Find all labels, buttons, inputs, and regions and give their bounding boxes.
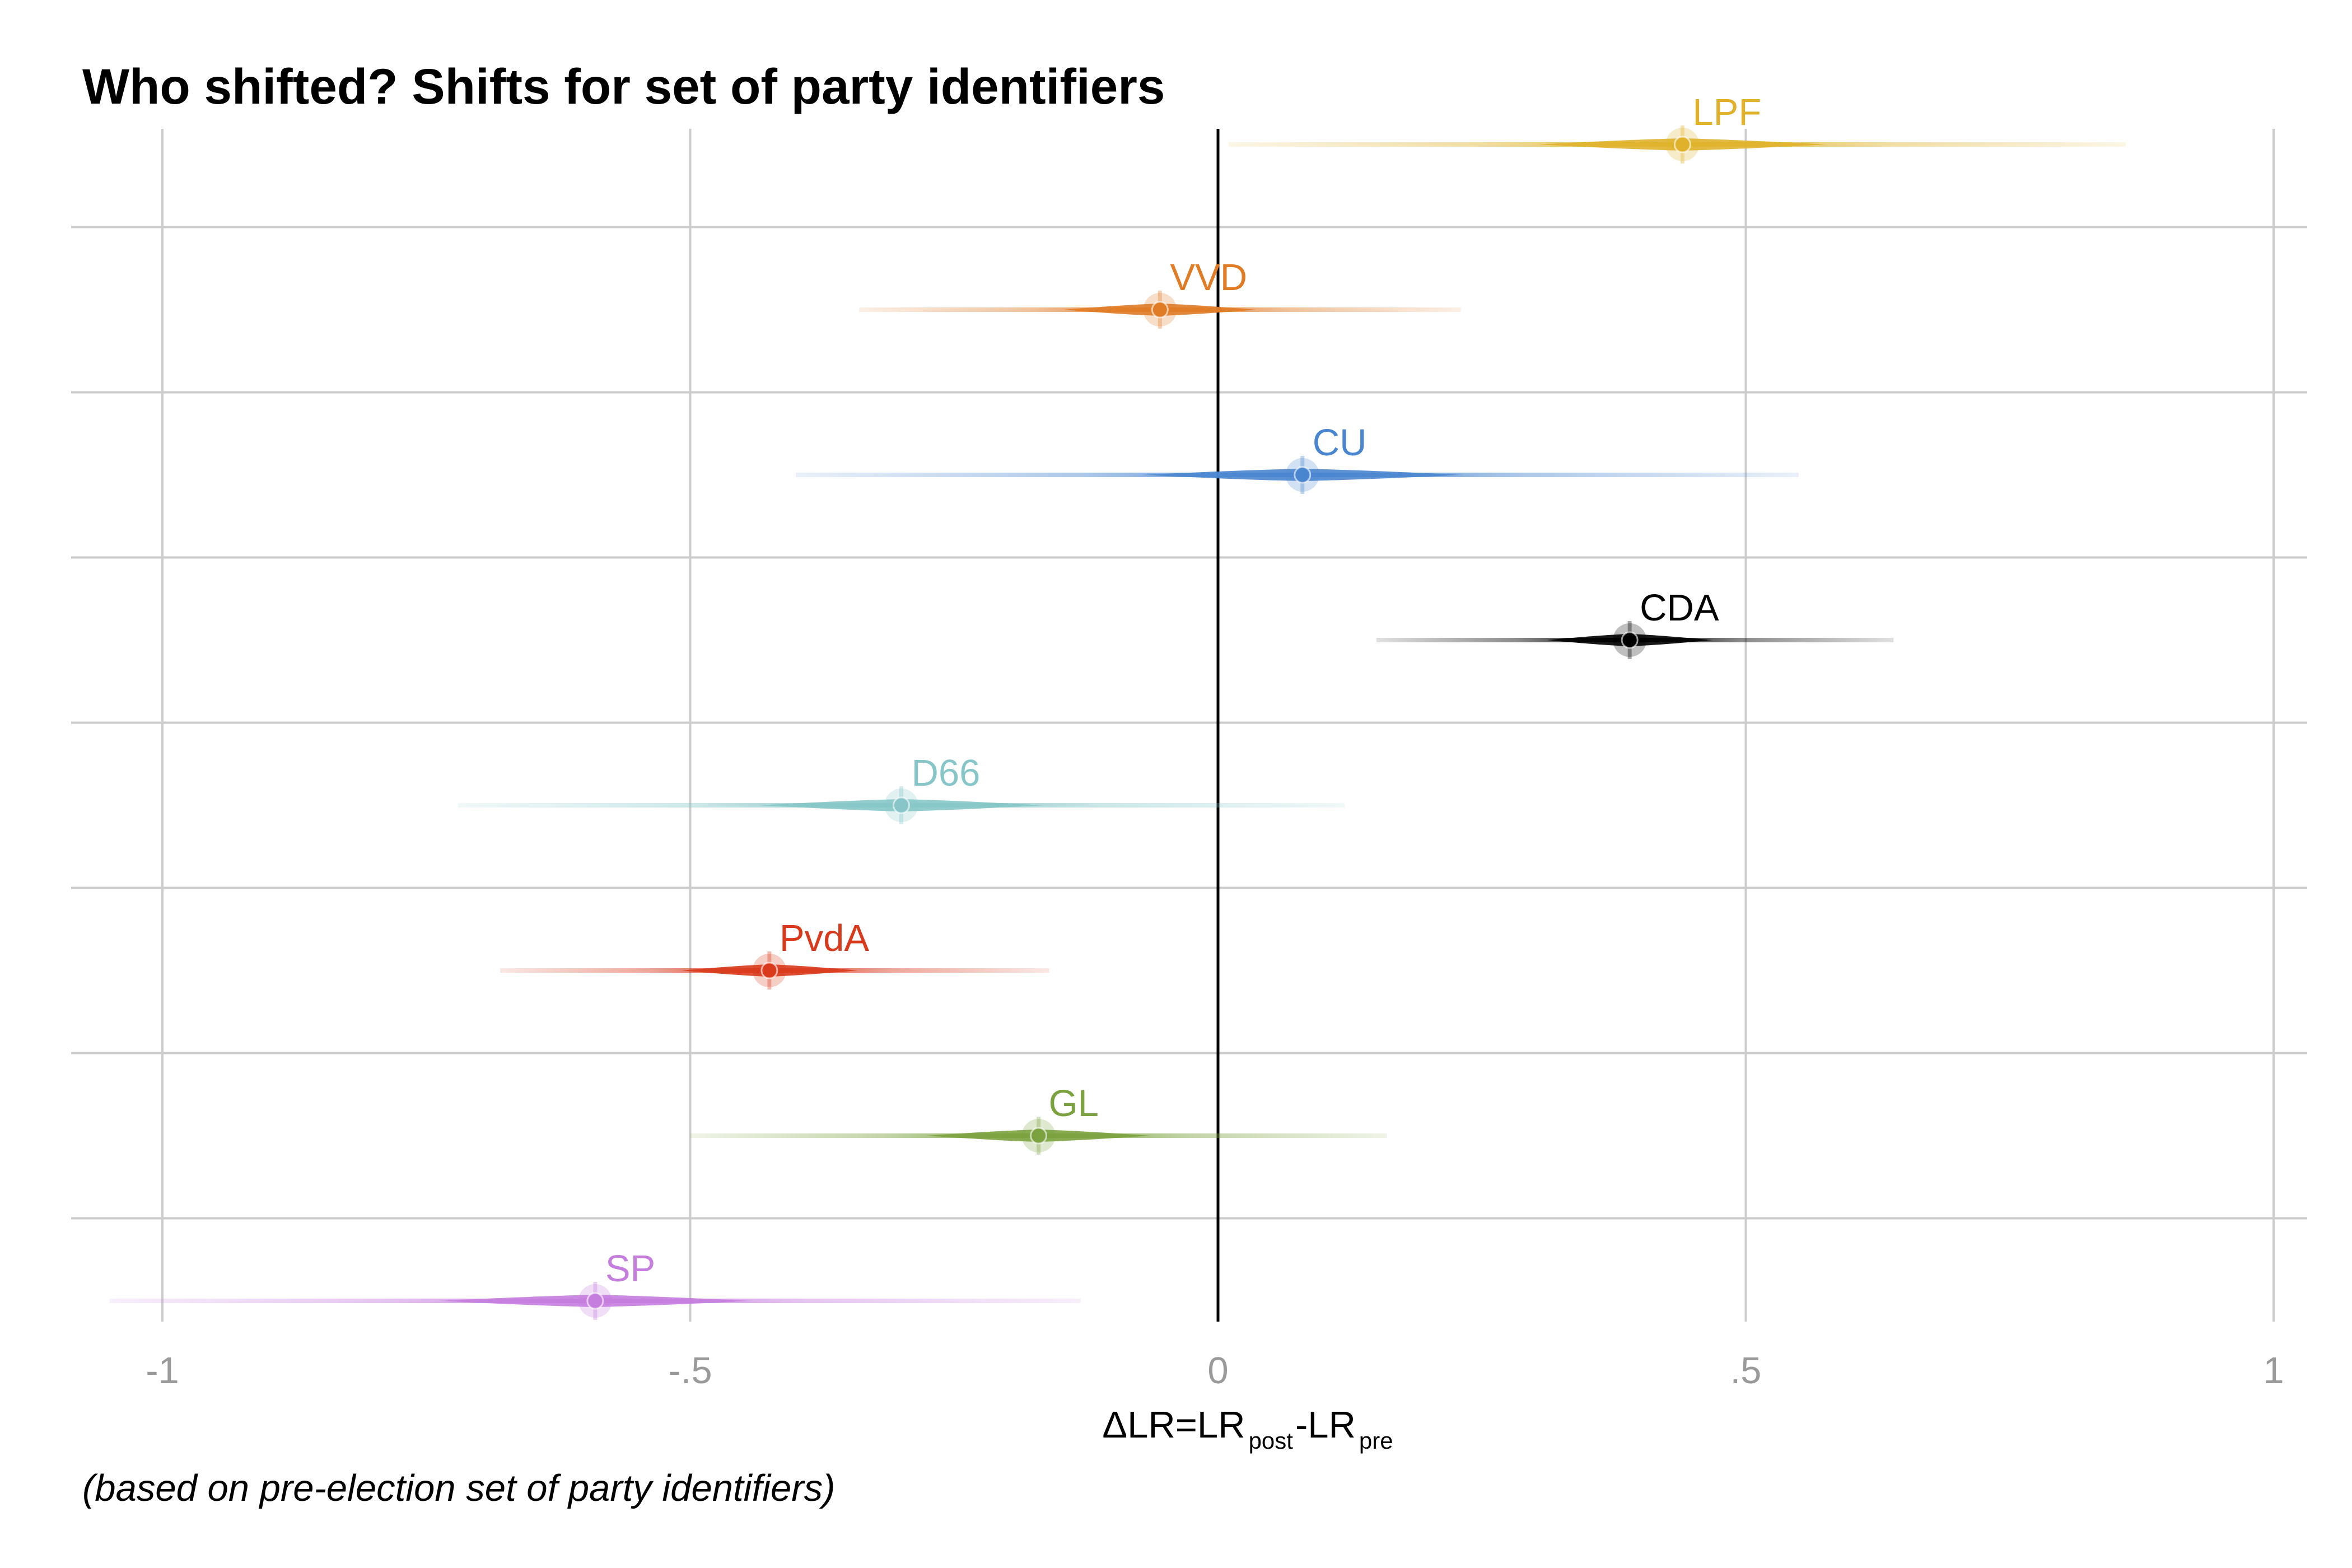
series-label: PvdA <box>780 917 869 959</box>
x-axis-label-main: ΔLR=LR <box>1102 1404 1245 1446</box>
x-axis-label: ΔLR=LR post-LR pre <box>1102 1404 1393 1454</box>
series-vvd: VVD <box>859 256 1461 329</box>
estimate-point <box>1673 136 1691 153</box>
chart-title: Who shifted? Shifts for set of party ide… <box>82 58 1165 114</box>
series-cda: CDA <box>1376 587 1894 659</box>
x-tick-label: -.5 <box>668 1350 712 1392</box>
estimate-point <box>893 796 910 814</box>
estimate-point <box>760 962 778 979</box>
series-label: CU <box>1313 422 1367 464</box>
x-axis-label-sub-pre: pre <box>1359 1427 1393 1454</box>
series-lpf: LPF <box>1228 91 2126 164</box>
caption: (based on pre-election set of party iden… <box>82 1467 835 1509</box>
series-label: D66 <box>912 752 981 794</box>
series-label: VVD <box>1170 256 1247 298</box>
x-tick-label: 0 <box>1207 1350 1228 1392</box>
series-sp: SP <box>109 1248 1081 1320</box>
series-d66: D66 <box>458 752 1345 824</box>
x-tick-label: 1 <box>2263 1350 2284 1392</box>
series-label: CDA <box>1640 587 1719 629</box>
estimate-point <box>1294 466 1312 484</box>
estimate-point <box>1030 1127 1048 1145</box>
series-label: GL <box>1049 1082 1099 1124</box>
series-pvda: PvdA <box>500 917 1049 990</box>
x-tick-label: -1 <box>146 1350 179 1392</box>
estimate-point <box>586 1292 604 1310</box>
estimate-point <box>1621 631 1639 649</box>
x-axis-label-mid: -LR <box>1295 1404 1356 1446</box>
x-axis: -1 -.5 0 .5 1 <box>146 1350 2284 1392</box>
plot-area: LPF VVD CU CDA D66 PvdA GL SP <box>109 91 2126 1320</box>
series-label: SP <box>605 1248 655 1290</box>
series-cu: CU <box>796 422 1799 494</box>
series-label: LPF <box>1692 91 1761 133</box>
x-tick-label: .5 <box>1730 1350 1762 1392</box>
x-axis-label-sub-post: post <box>1249 1427 1294 1454</box>
estimate-point <box>1151 301 1169 319</box>
series-gl: GL <box>690 1082 1387 1155</box>
